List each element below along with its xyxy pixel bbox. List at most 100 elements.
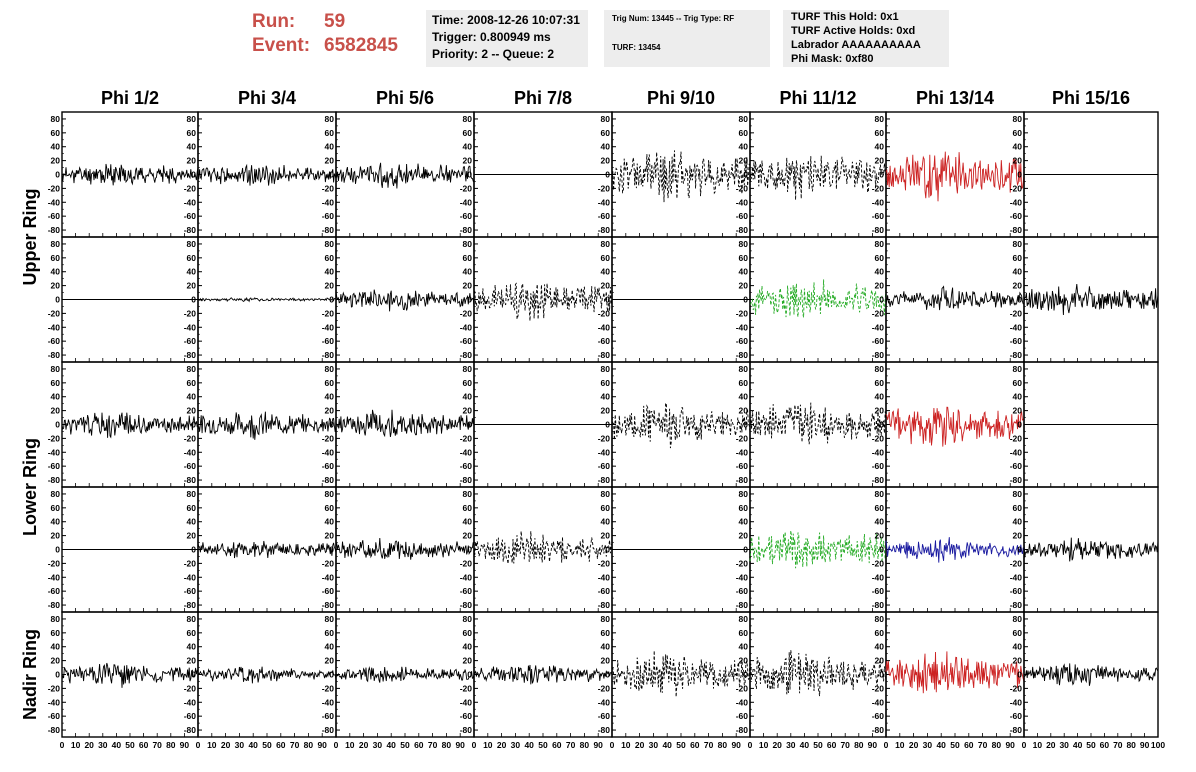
y-tick-label: -80 <box>872 600 885 610</box>
y-tick-label: -20 <box>872 183 885 193</box>
y-tick-label: -80 <box>598 600 611 610</box>
y-tick-label: 80 <box>325 239 335 249</box>
y-tick-label: 40 <box>51 392 61 402</box>
waveform-trace <box>749 530 887 569</box>
x-tick-label: 50 <box>676 740 686 750</box>
y-tick-label: 80 <box>51 239 61 249</box>
y-tick-label: 80 <box>463 364 473 374</box>
y-tick-label: -20 <box>1010 433 1023 443</box>
x-tick-label: 30 <box>98 740 108 750</box>
y-tick-label: -40 <box>598 697 611 707</box>
y-tick-label: 0 <box>329 170 334 180</box>
y-tick-label: 20 <box>601 281 611 291</box>
ring-label: Lower Ring <box>20 438 40 536</box>
column-title: Phi 13/14 <box>916 88 994 108</box>
y-tick-label: -80 <box>598 225 611 235</box>
y-tick-label: -80 <box>872 225 885 235</box>
y-tick-label: -40 <box>598 447 611 457</box>
x-tick-label: 90 <box>868 740 878 750</box>
y-tick-label: 0 <box>191 295 196 305</box>
y-tick-label: -60 <box>48 461 61 471</box>
waveform-trace <box>335 289 475 312</box>
y-tick-label: -20 <box>460 308 473 318</box>
x-tick-label: 40 <box>1073 740 1083 750</box>
y-tick-label: 0 <box>329 545 334 555</box>
y-tick-label: 0 <box>1017 170 1022 180</box>
y-tick-label: -60 <box>598 586 611 596</box>
y-tick-label: -20 <box>460 433 473 443</box>
x-tick-label: 80 <box>1126 740 1136 750</box>
y-tick-label: -60 <box>1010 711 1023 721</box>
y-tick-label: -80 <box>598 350 611 360</box>
y-tick-label: -80 <box>460 725 473 735</box>
waveform-trace <box>335 409 475 438</box>
y-tick-label: 80 <box>601 489 611 499</box>
waveform-trace <box>1023 663 1159 686</box>
y-tick-label: -20 <box>184 558 197 568</box>
y-tick-label: -20 <box>872 683 885 693</box>
x-tick-label: 20 <box>772 740 782 750</box>
y-tick-label: 20 <box>739 281 749 291</box>
y-tick-label: 40 <box>739 517 749 527</box>
y-tick-label: 80 <box>739 114 749 124</box>
y-tick-label: -20 <box>48 308 61 318</box>
x-tick-label: 10 <box>71 740 81 750</box>
y-tick-label: 0 <box>743 295 748 305</box>
y-tick-label: 60 <box>1013 628 1023 638</box>
y-tick-label: -60 <box>736 336 749 346</box>
y-tick-label: 40 <box>325 642 335 652</box>
y-tick-label: -20 <box>598 433 611 443</box>
x-tick-label: 50 <box>125 740 135 750</box>
y-tick-label: -40 <box>460 447 473 457</box>
y-tick-label: 20 <box>875 156 885 166</box>
y-tick-label: -40 <box>322 197 335 207</box>
y-tick-label: -80 <box>184 600 197 610</box>
x-tick-label: 80 <box>580 740 590 750</box>
y-tick-label: 80 <box>739 239 749 249</box>
y-tick-label: -20 <box>184 308 197 318</box>
y-tick-label: -40 <box>48 322 61 332</box>
y-tick-label: 80 <box>1013 364 1023 374</box>
x-tick-label: 60 <box>827 740 837 750</box>
y-tick-label: -20 <box>736 683 749 693</box>
y-tick-label: 0 <box>329 420 334 430</box>
y-tick-label: 0 <box>467 170 472 180</box>
y-tick-label: 60 <box>601 253 611 263</box>
y-tick-label: 80 <box>463 614 473 624</box>
x-tick-label: 90 <box>731 740 741 750</box>
y-tick-label: -20 <box>48 433 61 443</box>
y-tick-label: -20 <box>322 683 335 693</box>
y-tick-label: 60 <box>601 378 611 388</box>
waveform-trace <box>473 664 613 685</box>
waveform-trace <box>335 162 475 189</box>
y-tick-label: 20 <box>1013 156 1023 166</box>
y-tick-label: 20 <box>739 156 749 166</box>
event-value: 6582845 <box>324 35 398 56</box>
y-tick-label: 0 <box>55 545 60 555</box>
y-tick-label: 20 <box>325 406 335 416</box>
trig-num-text: Trig Num: 13445 -- Trig Type: RF <box>612 14 735 23</box>
y-tick-label: -80 <box>872 725 885 735</box>
y-tick-label: -20 <box>1010 558 1023 568</box>
x-tick-label: 0 <box>1022 740 1027 750</box>
x-tick-label: 40 <box>112 740 122 750</box>
y-tick-label: 60 <box>51 503 61 513</box>
y-tick-label: 80 <box>325 614 335 624</box>
y-tick-label: 60 <box>325 378 335 388</box>
y-tick-label: 80 <box>1013 614 1023 624</box>
y-tick-label: 60 <box>601 128 611 138</box>
y-tick-label: 0 <box>879 295 884 305</box>
y-tick-label: -20 <box>460 558 473 568</box>
y-tick-label: -40 <box>322 697 335 707</box>
waveform-trace <box>749 279 887 318</box>
y-tick-label: -60 <box>872 211 885 221</box>
y-tick-label: 20 <box>601 531 611 541</box>
y-tick-label: -40 <box>460 697 473 707</box>
y-tick-label: -60 <box>598 336 611 346</box>
y-tick-label: 40 <box>325 392 335 402</box>
x-tick-label: 10 <box>207 740 217 750</box>
waveform-trace <box>473 531 613 564</box>
y-tick-label: 80 <box>601 614 611 624</box>
x-tick-label: 30 <box>649 740 659 750</box>
y-tick-label: -60 <box>48 211 61 221</box>
